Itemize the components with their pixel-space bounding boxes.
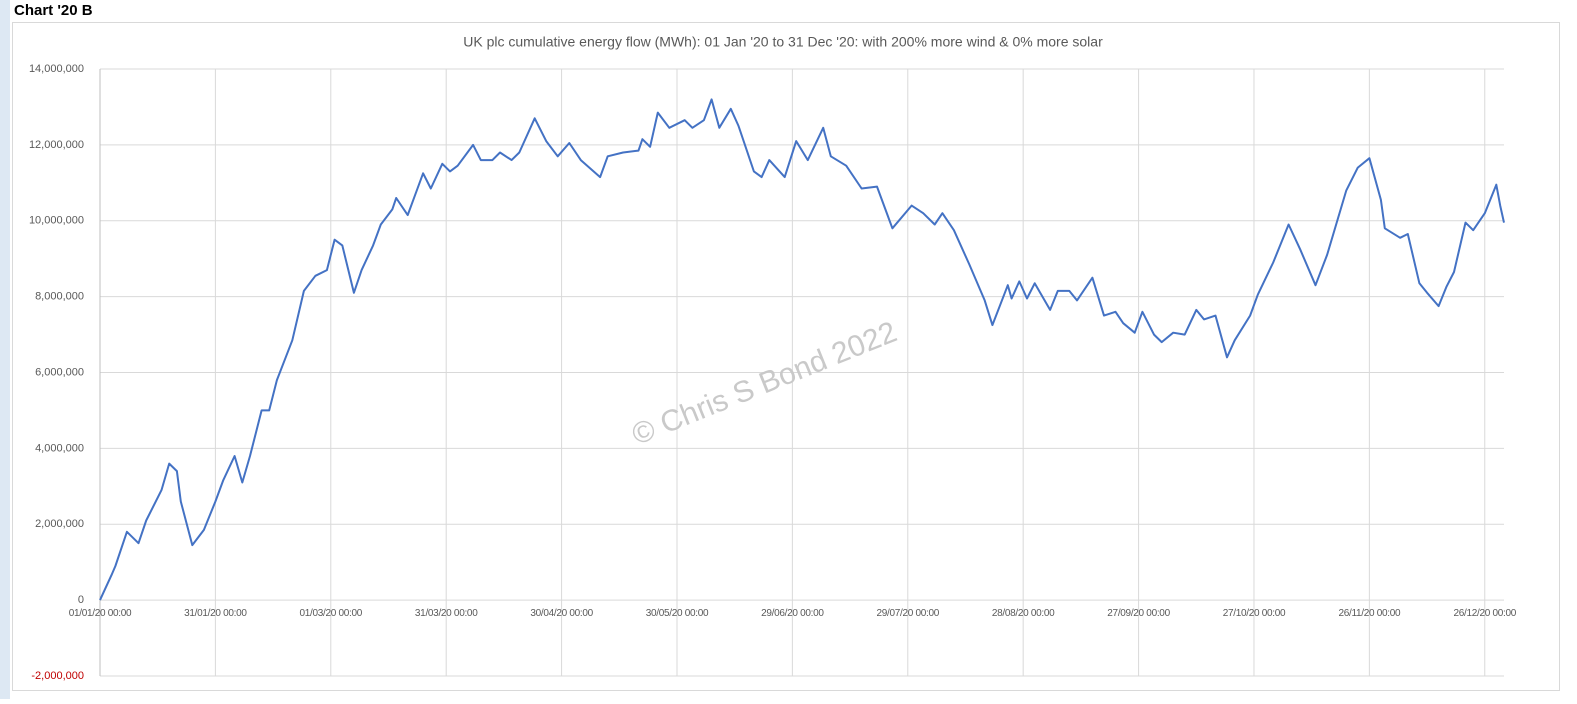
x-tick-label: 29/07/20 00:00 [877,608,940,619]
grid [99,68,1504,677]
x-tick-label: 31/01/20 00:00 [184,608,247,619]
x-tick-label: 29/06/20 00:00 [761,608,824,619]
plot [99,98,1505,601]
x-tick-label: 01/01/20 00:00 [69,608,132,619]
y-tick-label: 4,000,000 [35,442,84,454]
chart-title: UK plc cumulative energy flow (MWh): 01 … [463,34,1103,50]
y-tick-label: 14,000,000 [29,63,84,75]
x-tick-label: 26/11/20 00:00 [1338,608,1401,619]
chart-frame [12,22,1560,691]
y-tick-label: 10,000,000 [29,215,84,227]
x-tick-label: 01/03/20 00:00 [300,608,363,619]
x-tick-label: 30/04/20 00:00 [530,608,593,619]
y-tick-label: 2,000,000 [35,518,84,530]
x-tick-label: 27/10/20 00:00 [1223,608,1286,619]
sheet-edge [0,0,10,699]
sheet-header: Chart '20 B [14,2,93,19]
x-tick-label: 30/05/20 00:00 [646,608,709,619]
y-tick-label: 12,000,000 [29,139,84,151]
x-tick-label: 28/08/20 00:00 [992,608,1055,619]
x-tick-label: 27/09/20 00:00 [1107,608,1170,619]
y-tick-label: 0 [78,594,84,606]
data-line [99,98,1505,601]
y-tick-label: 6,000,000 [35,366,84,378]
x-tick-label: 31/03/20 00:00 [415,608,478,619]
x-tick-label: 26/12/20 00:00 [1454,608,1517,619]
y-tick-label: -2,000,000 [31,670,84,682]
y-tick-label: 8,000,000 [35,291,84,303]
